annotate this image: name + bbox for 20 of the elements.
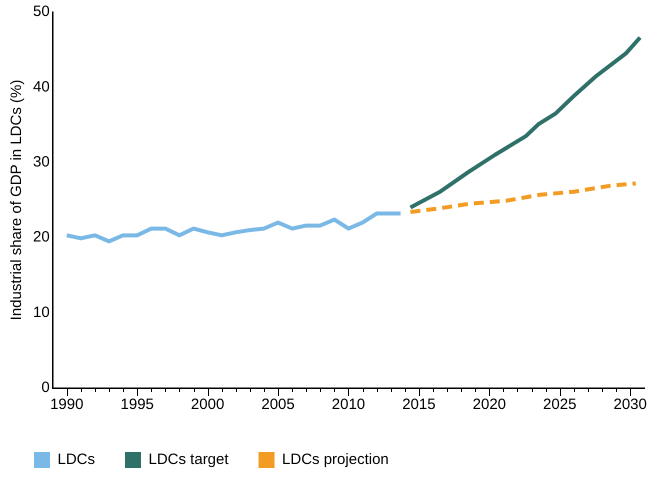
x-tick-label: 2020 [472,396,506,414]
x-tick-label: 2010 [332,396,366,414]
x-tick-label: 2005 [261,396,295,414]
line-series [408,181,638,214]
x-tick-label: 1995 [120,396,154,414]
x-tick-label: 1990 [50,396,84,414]
y-tick-label: 40 [32,78,50,96]
y-tick-label: 10 [32,304,50,321]
y-tick-label: 50 [32,3,50,20]
x-tick-label: 2015 [402,396,436,414]
legend-label: LDCs target [148,451,230,468]
legend-label: LDCs projection [282,451,389,468]
legend-label: LDCs [58,451,96,468]
y-tick-label: 20 [32,228,50,246]
y-axis-title: Industrial share of GDP in LDCs (%) [8,80,26,320]
x-tick-label: 2000 [190,396,224,414]
x-tick-label: 2030 [613,396,647,414]
x-tick-label: 2025 [543,396,576,414]
y-tick-label: 30 [32,154,50,171]
y-tick-label: 0 [41,379,50,396]
